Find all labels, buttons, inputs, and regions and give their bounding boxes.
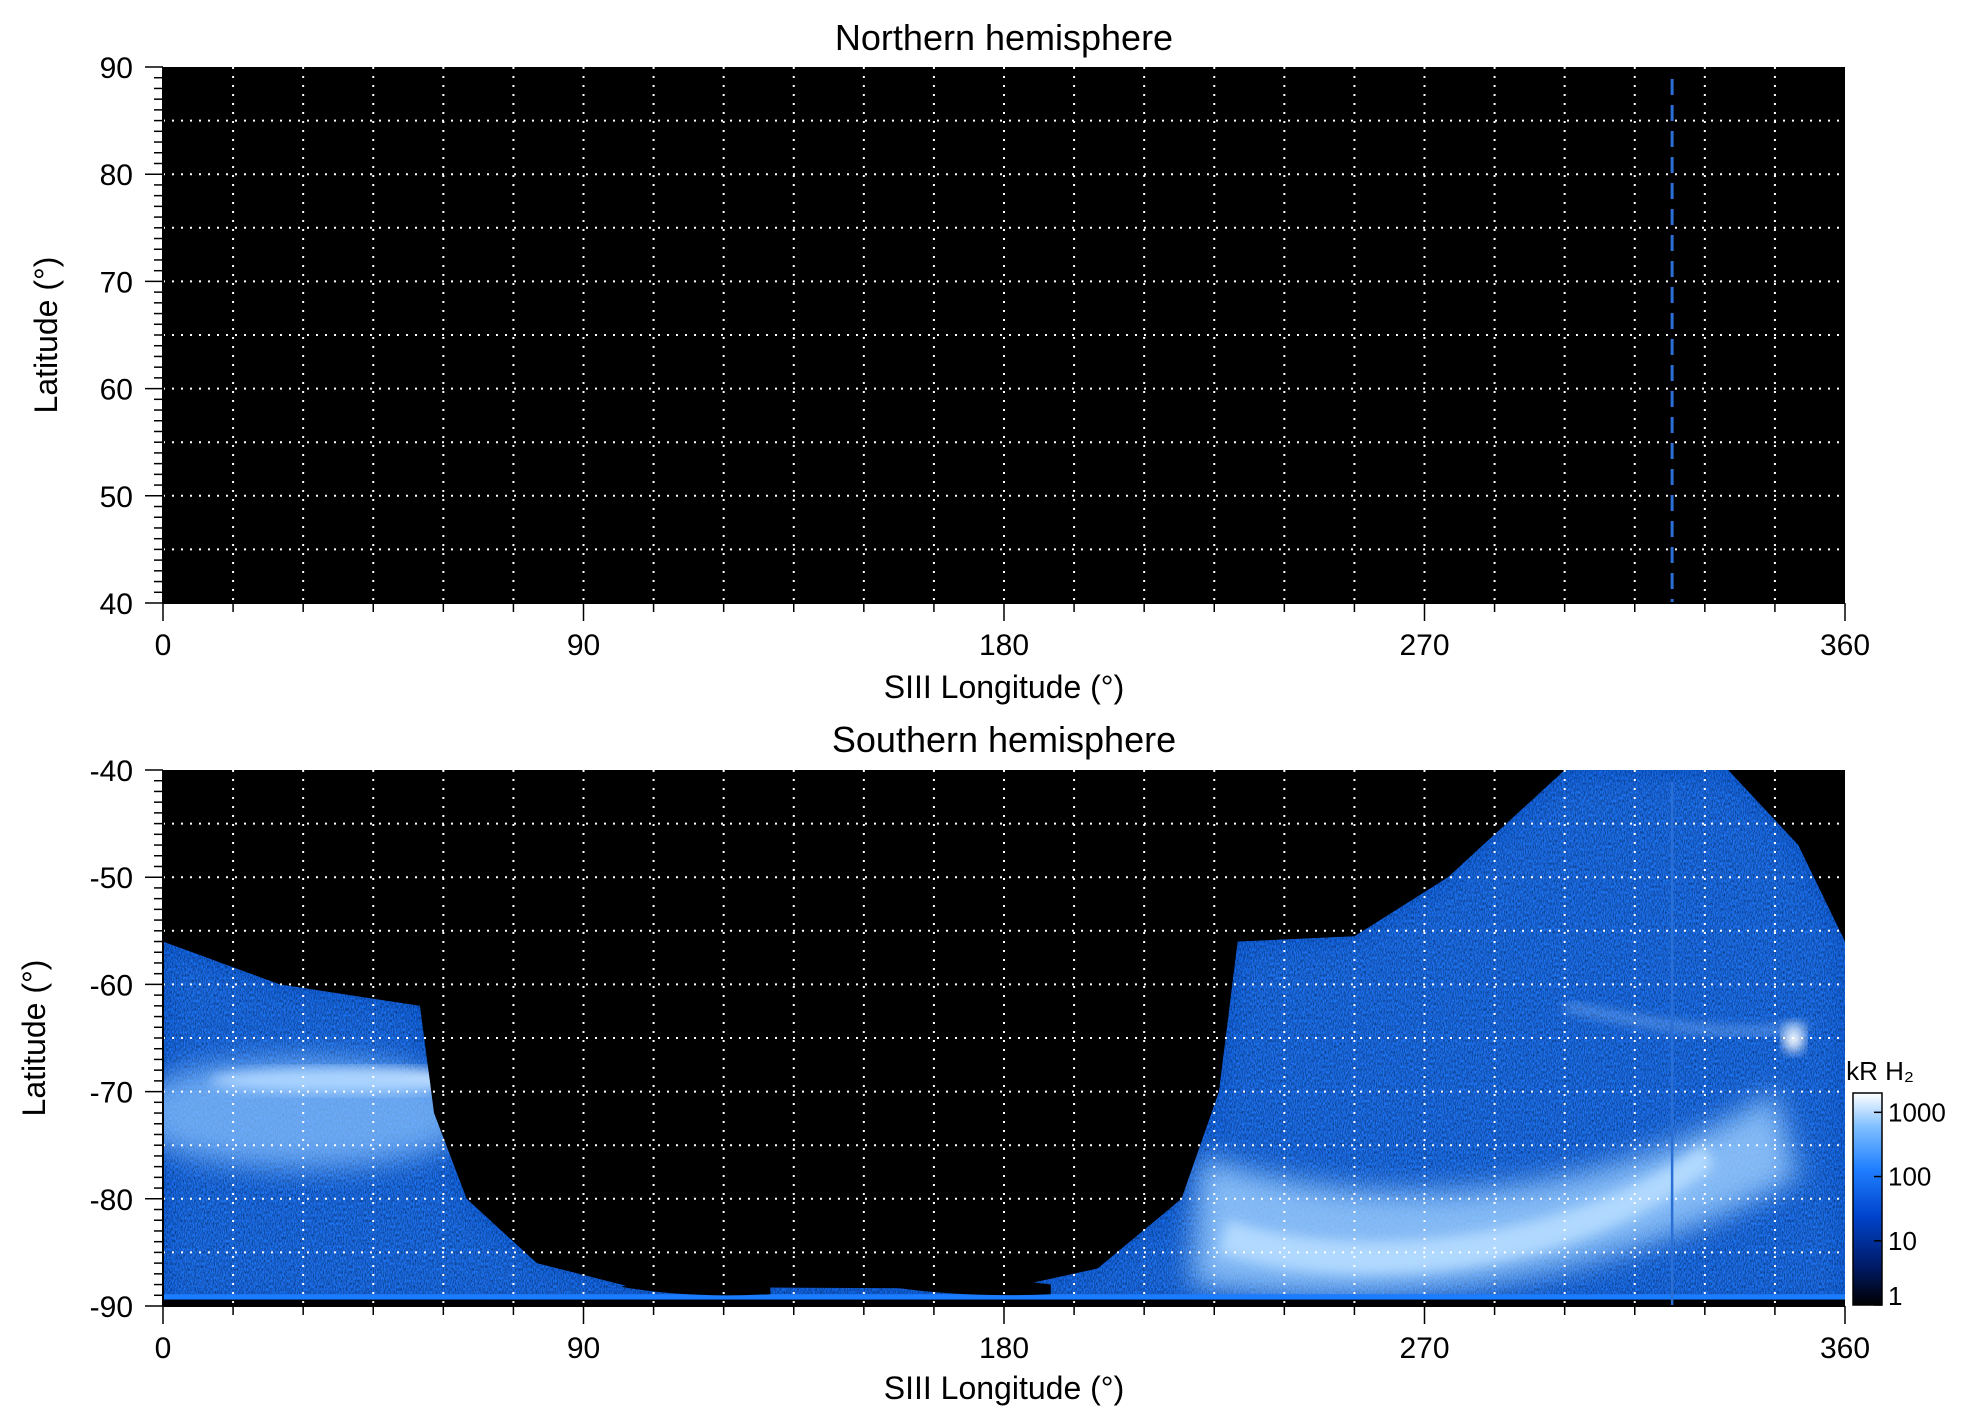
y-tick-label: 70 (100, 266, 133, 299)
colorbar-tick-label: 10 (1888, 1226, 1917, 1256)
x-tick-label: 0 (155, 629, 172, 662)
y-tick-label: 50 (100, 481, 133, 514)
grid (163, 67, 1845, 603)
southern-panel: Southern hemisphere (16, 719, 1946, 1406)
colorbar-tick-label: 1 (1888, 1281, 1902, 1311)
x-axis-label: SIII Longitude (°) (884, 1370, 1124, 1406)
y-axis-label: Latitude (°) (28, 257, 64, 414)
x-tick-label: 180 (979, 629, 1029, 662)
y-tick-label: -60 (90, 969, 133, 1002)
colorbar-tick-label: 1000 (1888, 1097, 1946, 1127)
x-axis-label: SIII Longitude (°) (884, 669, 1124, 705)
y-tick-label: 40 (100, 588, 133, 621)
grid (163, 770, 1845, 1306)
chart-title: Southern hemisphere (832, 719, 1176, 760)
x-tick-label: 270 (1399, 1332, 1449, 1365)
x-tick-label: 0 (155, 1332, 172, 1365)
y-tick-label: -70 (90, 1077, 133, 1110)
y-axis-label: Latitude (°) (16, 960, 52, 1117)
y-tick-label: -80 (90, 1184, 133, 1217)
y-tick-label: -50 (90, 862, 133, 895)
y-tick-label: -40 (90, 755, 133, 788)
x-tick-label: 270 (1399, 629, 1449, 662)
axes: -40 -50 -60 -70 -80 -90 0 90 180 270 360 (90, 755, 1870, 1365)
x-tick-label: 90 (567, 1332, 600, 1365)
colorbar-tick-label: 100 (1888, 1162, 1931, 1192)
northern-panel: Northern hemisphere 40 50 60 70 80 90 0 90 180 27… (28, 17, 1870, 705)
polar-lobes (620, 1277, 1051, 1296)
x-tick-label: 360 (1820, 629, 1870, 662)
chart-title: Northern hemisphere (835, 17, 1173, 58)
x-tick-label: 90 (567, 629, 600, 662)
y-tick-label: -90 (90, 1291, 133, 1324)
arc-upper-right (1563, 1002, 1809, 1035)
axes: 40 50 60 70 80 90 0 90 180 270 360 (100, 52, 1870, 662)
y-tick-label: 90 (100, 52, 133, 85)
x-tick-label: 360 (1820, 1332, 1870, 1365)
colorbar-title: kR H₂ (1846, 1056, 1914, 1086)
y-tick-label: 80 (100, 159, 133, 192)
colorbar-gradient (1852, 1092, 1883, 1306)
polar-strip (163, 1294, 1845, 1300)
y-tick-label: 60 (100, 374, 133, 407)
x-tick-label: 180 (979, 1332, 1029, 1365)
colorbar: kR H₂ 1 10 100 1000 (1846, 1056, 1946, 1311)
